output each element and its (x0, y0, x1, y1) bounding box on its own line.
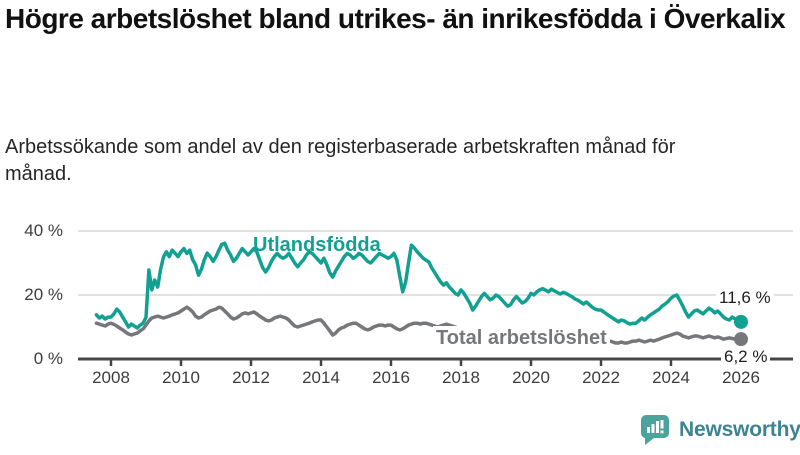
y-tick-label-0: 0 % (33, 349, 63, 368)
x-tick-label-2026: 2026 (722, 368, 760, 387)
newsworthy-speech-bubble-icon (640, 415, 669, 445)
x-tick-label-2014: 2014 (302, 368, 340, 387)
newsworthy-wordmark: Newsworthy (679, 418, 800, 441)
x-tick-label-2022: 2022 (582, 368, 620, 387)
series-label-total-arbetsloshet: Total arbetslöshet (433, 326, 610, 351)
page-title: Högre arbetslöshet bland utrikes- än inr… (5, 3, 786, 34)
series-label-utlandsfodda: Utlandsfödda (253, 234, 381, 256)
x-tick-label-2016: 2016 (372, 368, 410, 387)
x-tick-label-2012: 2012 (232, 368, 270, 387)
x-tick-label-2010: 2010 (162, 368, 200, 387)
x-tick-label-2020: 2020 (512, 368, 550, 387)
end-value-label-utlandsfodda: 11,6 % (716, 288, 774, 308)
end-dot-1 (733, 332, 748, 347)
newsworthy-logo: Newsworthy (640, 414, 800, 446)
chart-subtitle: Arbetssökande som andel av den registerb… (5, 136, 676, 185)
x-tick-label-2018: 2018 (442, 368, 480, 387)
line-total-arbetsloshet (94, 305, 743, 345)
y-tick-label-20: 20 % (24, 285, 63, 304)
end-dot-0 (733, 314, 748, 329)
x-tick-label-2008: 2008 (92, 368, 130, 387)
end-value-label-total: 6,2 % (721, 347, 771, 367)
x-tick-label-2024: 2024 (652, 368, 690, 387)
y-tick-label-40: 40 % (24, 221, 63, 240)
line-utlandsfodda (94, 241, 743, 330)
